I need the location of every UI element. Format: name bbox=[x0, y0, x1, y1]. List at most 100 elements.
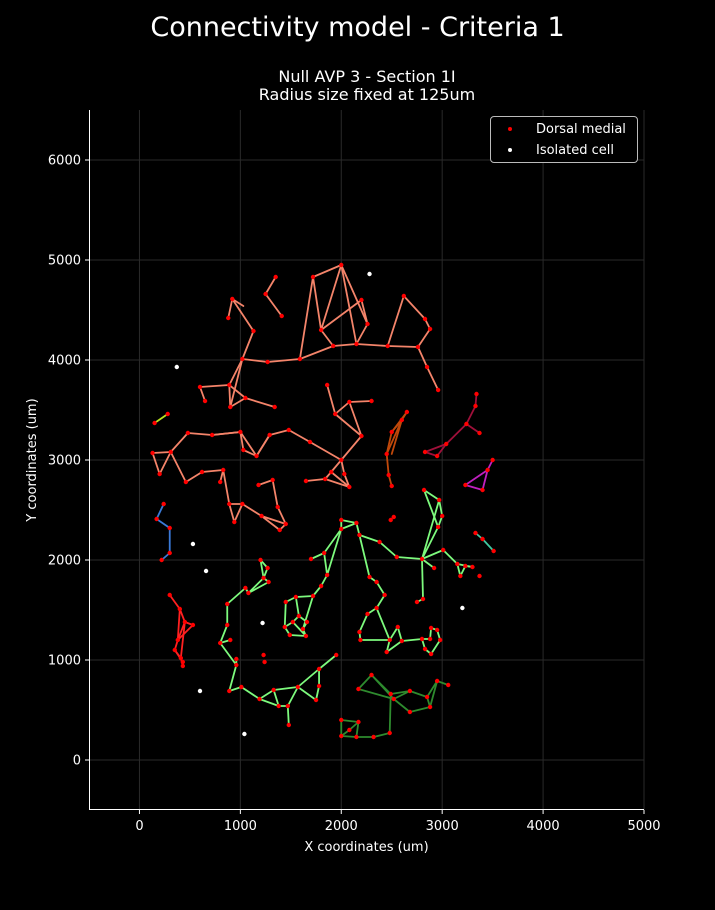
dorsal-medial-point bbox=[303, 633, 309, 639]
plot-title: Null AVP 3 - Section 1I Radius size fixe… bbox=[90, 68, 644, 104]
connection-edge bbox=[375, 594, 386, 609]
dorsal-medial-point bbox=[272, 404, 277, 410]
dorsal-medial-point bbox=[399, 417, 405, 423]
connection-edge bbox=[294, 596, 300, 617]
dorsal-medial-point bbox=[276, 703, 281, 709]
dorsal-medial-point bbox=[180, 659, 186, 665]
dorsal-medial-point bbox=[285, 703, 290, 709]
dorsal-medial-point bbox=[427, 636, 433, 642]
connection-edge bbox=[358, 613, 369, 633]
dorsal-medial-point bbox=[384, 649, 389, 655]
dorsal-medial-point bbox=[388, 691, 393, 697]
connection-edge bbox=[258, 698, 280, 707]
axis-ticks: 0 1000 2000 3000 4000 5000 0 1000 2000 3000 4000 50… bbox=[48, 154, 661, 835]
isolated-cell-point bbox=[367, 271, 372, 277]
dorsal-medial-point bbox=[283, 599, 288, 605]
dorsal-medial-point bbox=[202, 398, 208, 404]
y-tick-label: 4000 bbox=[48, 354, 81, 369]
dorsal-medial-point bbox=[262, 659, 267, 665]
connection-edge bbox=[239, 431, 258, 457]
dorsal-medial-point bbox=[407, 709, 413, 715]
dorsal-medial-point bbox=[359, 433, 364, 439]
connection-edge bbox=[266, 358, 301, 363]
dorsal-medial-point bbox=[228, 404, 233, 410]
connection-edge bbox=[260, 515, 287, 525]
dorsal-medial-point bbox=[470, 564, 475, 570]
dorsal-medial-point bbox=[386, 472, 391, 478]
connection-edge bbox=[408, 706, 431, 713]
dorsal-medial-point bbox=[446, 682, 451, 688]
connection-edge bbox=[320, 264, 343, 331]
dorsal-medial-point bbox=[243, 585, 248, 591]
connection-edge bbox=[153, 413, 169, 424]
dorsal-medial-point bbox=[339, 717, 344, 723]
connection-edge bbox=[318, 654, 338, 670]
connection-edge bbox=[312, 276, 322, 331]
dorsal-medial-point bbox=[439, 513, 445, 519]
dorsal-medial-point bbox=[436, 497, 442, 503]
connection-edge bbox=[272, 686, 299, 691]
dorsal-medial-point bbox=[232, 519, 237, 525]
dorsal-medial-point bbox=[371, 734, 376, 740]
dorsal-medial-point bbox=[431, 565, 437, 571]
dorsal-medial-point bbox=[261, 652, 266, 658]
dorsal-medial-point bbox=[239, 684, 244, 690]
connection-edge bbox=[309, 441, 343, 461]
dorsal-medial-point bbox=[424, 364, 430, 370]
dorsal-medial-point bbox=[359, 297, 364, 303]
connection-edge bbox=[264, 293, 283, 317]
dorsal-medial-point bbox=[395, 624, 400, 630]
dorsal-medial-point bbox=[428, 651, 434, 657]
connection-edge bbox=[155, 503, 165, 520]
dorsal-medial-point bbox=[477, 430, 482, 436]
dorsal-medial-point bbox=[161, 501, 166, 507]
dorsal-medial-point bbox=[197, 384, 203, 390]
dorsal-medial-point bbox=[159, 557, 164, 563]
connection-edge bbox=[229, 397, 247, 408]
connection-edge bbox=[323, 528, 343, 554]
connection-edge bbox=[255, 434, 271, 457]
connection-edge bbox=[357, 674, 373, 690]
connection-edge bbox=[481, 538, 495, 552]
y-tick-label: 6000 bbox=[48, 154, 81, 169]
dorsal-medial-point bbox=[316, 683, 322, 689]
dorsal-medial-point bbox=[295, 684, 301, 690]
dorsal-medial-point bbox=[356, 686, 361, 692]
connection-edge bbox=[395, 556, 423, 560]
x-tick-label: 4000 bbox=[527, 819, 560, 834]
dorsal-medial-point bbox=[190, 622, 196, 628]
connection-edge bbox=[239, 431, 245, 451]
dorsal-medial-point bbox=[318, 583, 324, 589]
connection-edge bbox=[343, 473, 351, 488]
dorsal-medial-point bbox=[168, 449, 173, 455]
connection-edge bbox=[340, 264, 369, 325]
connection-edge bbox=[326, 384, 337, 415]
connection-edge bbox=[465, 423, 481, 434]
connection-edge bbox=[430, 639, 442, 655]
dorsal-medial-point bbox=[150, 450, 155, 456]
dorsal-medial-point bbox=[354, 734, 359, 740]
connection-edge bbox=[211, 431, 242, 436]
dorsal-medial-point bbox=[175, 637, 180, 643]
dorsal-medial-point bbox=[491, 548, 496, 554]
connection-edge bbox=[389, 690, 411, 695]
connection-edge bbox=[240, 686, 261, 700]
connection-edge bbox=[400, 638, 423, 642]
connection-edge bbox=[429, 680, 439, 708]
dorsal-medial-point bbox=[419, 556, 425, 562]
dorsal-medial-point bbox=[261, 575, 266, 581]
dorsal-medial-point bbox=[246, 590, 251, 596]
legend-item-dorsal-medial: Dorsal medial bbox=[491, 119, 626, 139]
dorsal-medial-point bbox=[434, 453, 440, 459]
connection-edge bbox=[199, 384, 231, 388]
dorsal-medial-point bbox=[154, 516, 159, 522]
connection-edge bbox=[358, 534, 371, 578]
connection-edge bbox=[358, 534, 381, 543]
dorsal-medial-point bbox=[225, 601, 230, 607]
connection-edge bbox=[372, 732, 391, 738]
dorsal-medial-point bbox=[226, 315, 231, 321]
dorsal-medial-point bbox=[477, 573, 482, 579]
connection-edge bbox=[241, 503, 263, 517]
connection-edge bbox=[168, 594, 181, 610]
dorsal-medial-point bbox=[267, 432, 272, 438]
